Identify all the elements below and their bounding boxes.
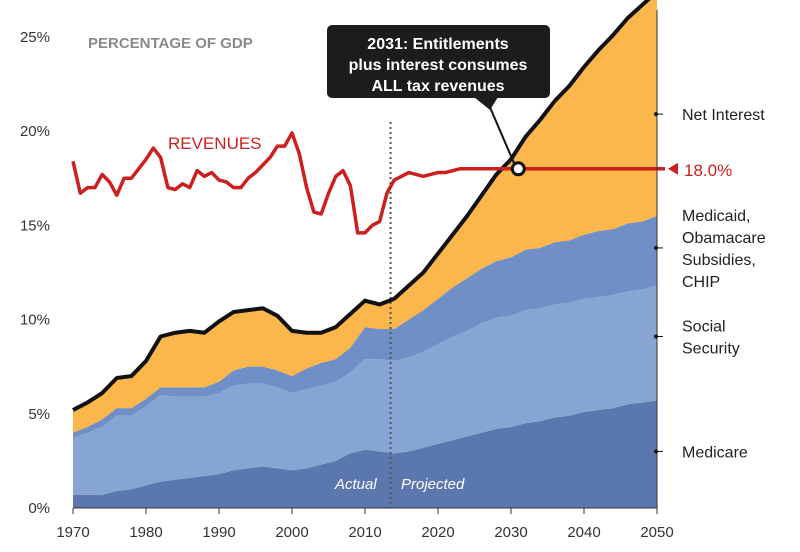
right-label-dot xyxy=(654,112,658,117)
x-tick-label: 1970 xyxy=(56,524,89,541)
right-label-text: Medicare xyxy=(682,444,748,461)
area-social-security xyxy=(73,285,657,495)
callout-text: ALL tax revenues xyxy=(371,78,504,95)
x-tick-label: 1980 xyxy=(129,524,162,541)
axes: 1970 1980 1990 2000 2010 2020 2030 2040 2050 0% 5%… xyxy=(20,10,766,541)
revenues-line xyxy=(71,131,657,235)
callout: 2031: Entitlements plus interest consumes… xyxy=(327,25,550,177)
callout-box xyxy=(327,25,550,98)
revenue-pointer-icon xyxy=(668,162,678,175)
right-label-dot xyxy=(654,449,658,454)
area-net-interest xyxy=(73,0,657,433)
right-label-text: Net Interest xyxy=(682,107,765,124)
x-tick-label: 2000 xyxy=(275,524,308,541)
callout-text: 2031: Entitlements xyxy=(367,36,508,53)
area-medicaid-obamacare-subsidies-chip xyxy=(73,215,657,439)
area-medicare xyxy=(73,400,657,508)
projected-label: Projected xyxy=(401,476,465,493)
callout-pointer-icon xyxy=(474,97,498,110)
total-spending-line xyxy=(72,0,651,412)
x-tick-label: 2030 xyxy=(494,524,527,541)
y-tick-label: 20% xyxy=(20,123,50,140)
callout-text: plus interest consumes xyxy=(349,57,528,74)
y-tick-label: 25% xyxy=(20,29,50,46)
x-tick-label: 2020 xyxy=(421,524,454,541)
x-tick-label: 2010 xyxy=(348,524,381,541)
right-label-text: Social xyxy=(682,319,726,336)
right-label-text: Security xyxy=(682,341,740,358)
right-label-text: CHIP xyxy=(682,274,720,291)
callout-leader xyxy=(485,97,516,165)
right-label-dot xyxy=(654,245,658,250)
y-tick-label: 15% xyxy=(20,217,50,234)
stacked-areas xyxy=(73,0,657,508)
right-label-text: Obamacare xyxy=(682,230,766,247)
actual-label: Actual xyxy=(334,476,377,493)
x-tick-label: 2050 xyxy=(640,524,673,541)
crossover-marker xyxy=(510,161,526,177)
right-label-dot xyxy=(654,334,658,339)
labels: PERCENTAGE OF GDP REVENUES Actual Projec… xyxy=(88,35,732,493)
revenue-end-value: 18.0% xyxy=(684,161,732,180)
x-tick-label: 2040 xyxy=(567,524,600,541)
revenues-label: REVENUES xyxy=(168,134,262,153)
y-tick-label: 0% xyxy=(28,500,50,517)
y-tick-label: 5% xyxy=(28,406,50,423)
right-label-text: Subsidies, xyxy=(682,252,756,269)
x-tick-label: 1990 xyxy=(202,524,235,541)
chart-title: PERCENTAGE OF GDP xyxy=(88,35,253,52)
lines xyxy=(71,0,678,412)
right-label-text: Medicaid, xyxy=(682,208,750,225)
y-tick-label: 10% xyxy=(20,312,50,329)
